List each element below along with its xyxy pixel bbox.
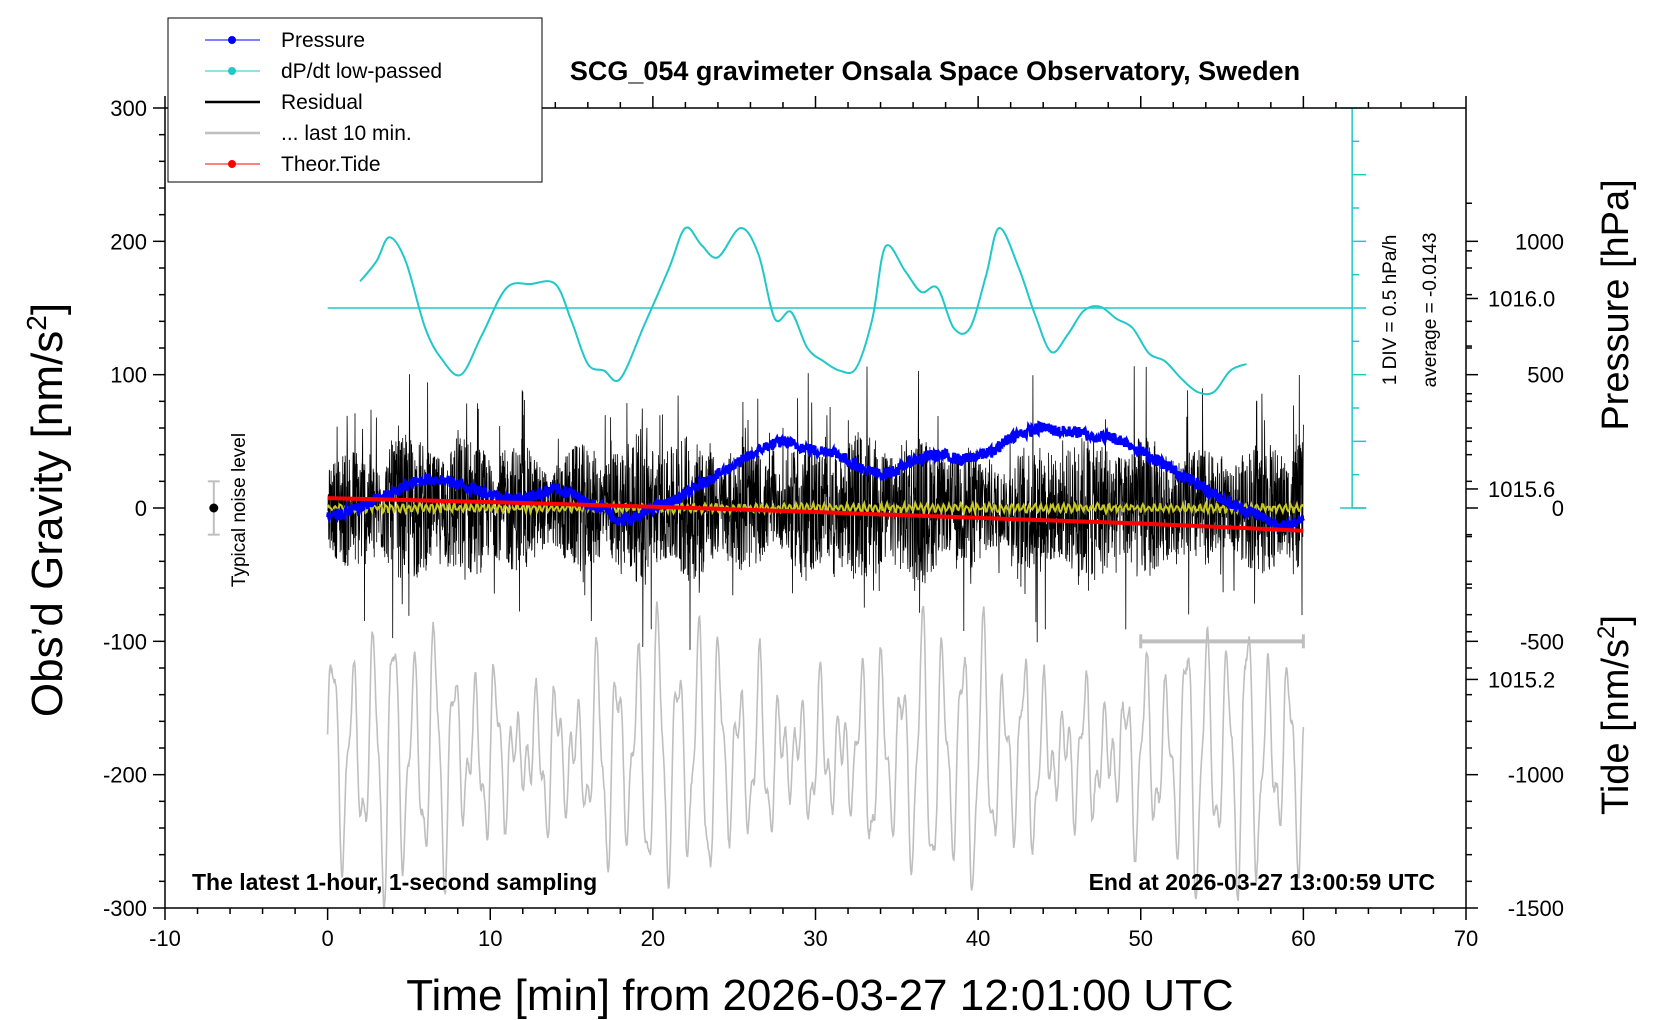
legend-marker <box>228 160 236 168</box>
legend-label: ... last 10 min. <box>281 122 412 145</box>
pressure-line <box>326 420 1305 534</box>
y-tick-label: -100 <box>103 629 147 654</box>
footer-right-label: End at 2026-03-27 13:00:59 UTC <box>1089 869 1435 895</box>
pressure-tick-label: 1015.2 <box>1488 667 1555 692</box>
chart-title: SCG_054 gravimeter Onsala Space Observat… <box>570 56 1300 86</box>
x-tick-label: 0 <box>322 926 334 951</box>
dpdt-average-label: average = -0.0143 <box>1420 233 1441 388</box>
tide-tick-label: 1000 <box>1515 229 1564 254</box>
y-tick-label: -300 <box>103 896 147 921</box>
x-tick-label: 60 <box>1291 926 1315 951</box>
tide-axis-title-close: ] <box>1595 615 1637 626</box>
legend-marker <box>228 36 236 44</box>
noise-bar-marker <box>209 503 219 513</box>
tide-axis-title: Tide [nm/s2] <box>1593 615 1637 815</box>
tide-tick-label: -1500 <box>1508 896 1564 921</box>
y-axis-title-close: ] <box>23 303 72 315</box>
x-tick-label: 70 <box>1454 926 1478 951</box>
legend-label: Theor.Tide <box>281 153 381 176</box>
x-axis-title: Time [min] from 2026-03-27 12:01:00 UTC <box>406 971 1233 1020</box>
legend-label: Residual <box>281 91 363 114</box>
pressure-tick-label: 1015.6 <box>1488 477 1555 502</box>
x-tick-labels: -10 0 10 20 30 40 50 60 70 <box>149 926 1478 951</box>
legend: Pressure dP/dt low-passed Residual ... last… <box>167 17 543 183</box>
tide-tick-label: 0 <box>1552 496 1564 521</box>
x-tick-label: -10 <box>149 926 181 951</box>
y-tick-label: 300 <box>110 96 147 121</box>
tide-axis-title-sup: 2 <box>1593 626 1620 639</box>
x-tick-label: 40 <box>966 926 990 951</box>
pressure-axis-title: Pressure [hPa] <box>1595 179 1637 430</box>
x-tick-label: 30 <box>803 926 827 951</box>
tide-tick-label: 500 <box>1527 363 1564 388</box>
footer-left-label: The latest 1-hour, 1-second sampling <box>192 869 597 895</box>
x-tick-label: 50 <box>1129 926 1153 951</box>
y-axis-title: Obs’d Gravity [nm/s2] <box>21 303 72 717</box>
tide-line <box>327 496 1304 533</box>
dpdt-scale-label: 1 DIV = 0.5 hPa/h <box>1380 235 1401 386</box>
y-tick-labels: -300 -200 -100 0 100 200 300 <box>103 96 147 921</box>
tide-axis-title-main: Tide [nm/s <box>1595 639 1637 815</box>
y-tick-label: 100 <box>110 363 147 388</box>
legend-box <box>167 17 543 183</box>
pressure-tick-label: 1016.0 <box>1488 286 1555 311</box>
x-tick-label: 20 <box>641 926 665 951</box>
tick-marks <box>153 96 1478 920</box>
pressure-tick-labels: 1015.2 1015.6 1016.0 <box>1488 286 1555 692</box>
y-tick-label: -200 <box>103 763 147 788</box>
y-tick-label: 200 <box>110 229 147 254</box>
legend-label: Pressure <box>281 29 365 52</box>
legend-marker <box>228 67 236 75</box>
y-axis-title-main: Obs’d Gravity [nm/s <box>23 331 72 717</box>
y-tick-label: 0 <box>135 496 147 521</box>
tide-tick-labels: -1500 -1000 -500 0 500 1000 <box>1508 229 1564 921</box>
x-tick-label: 10 <box>478 926 502 951</box>
last-10-min-line <box>326 601 1305 909</box>
tide-tick-label: -1000 <box>1508 763 1564 788</box>
y-axis-title-sup: 2 <box>21 315 52 331</box>
dpdt-line <box>359 226 1247 396</box>
noise-level-label: Typical noise level <box>229 433 250 587</box>
tide-tick-label: -500 <box>1520 629 1564 654</box>
legend-label: dP/dt low-passed <box>281 60 442 83</box>
